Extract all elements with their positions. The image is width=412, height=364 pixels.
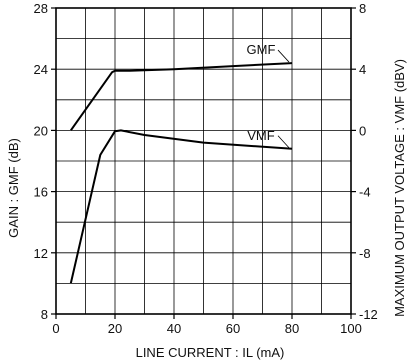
x-tick-label: 80	[285, 321, 299, 336]
y-right-tick-label: 0	[359, 123, 366, 138]
y-right-tick-label: -4	[359, 185, 371, 200]
y-left-tick-label: 16	[34, 185, 48, 200]
y-left-tick-label: 28	[34, 1, 48, 16]
series-lines	[69, 62, 293, 284]
series-leader-gmf	[277, 49, 290, 63]
grid	[51, 7, 356, 319]
series-line-gmf	[69, 62, 293, 131]
y-axis-title-left: GAIN : GMF (dB)	[6, 138, 21, 238]
y-left-tick-label: 8	[41, 307, 48, 322]
x-tick-label: 0	[52, 321, 59, 336]
y-right-tick-label: 8	[359, 1, 366, 16]
y-right-tick-label: 4	[359, 62, 366, 77]
series-labels: GMF VMF	[247, 42, 290, 149]
y-axis-title-right: MAXIMUM OUTPUT VOLTAGE : VMF (dBV)	[392, 59, 407, 317]
series-label-gmf: GMF	[247, 42, 276, 57]
y-left-tick-label: 24	[34, 62, 48, 77]
x-axis-title: LINE CURRENT : IL (mA)	[136, 345, 285, 360]
tick-labels: 0 20 40 60 80 100 8 12 16 20 24 28 -12 -8 -4 0 4 8	[34, 1, 378, 336]
series-line-vmf	[69, 129, 293, 284]
series-label-vmf: VMF	[247, 128, 275, 143]
y-right-tick-label: -12	[359, 307, 378, 322]
y-left-tick-label: 12	[34, 246, 48, 261]
plot-frame	[55, 7, 352, 315]
x-tick-label: 20	[108, 321, 122, 336]
y-left-tick-label: 20	[34, 123, 48, 138]
x-tick-label: 100	[340, 321, 362, 336]
x-tick-label: 60	[226, 321, 240, 336]
series-leader-vmf	[277, 135, 290, 149]
y-right-tick-label: -8	[359, 246, 371, 261]
x-tick-label: 40	[167, 321, 181, 336]
